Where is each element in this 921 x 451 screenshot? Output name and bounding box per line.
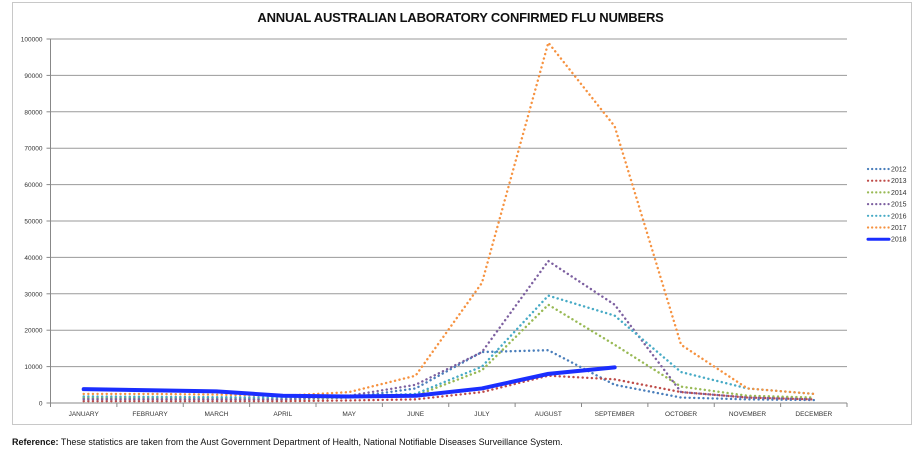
chart-frame (12, 2, 912, 425)
chart-title: ANNUAL AUSTRALIAN LABORATORY CONFIRMED F… (257, 10, 664, 25)
series-line-2013 (82, 374, 816, 403)
y-tick-label: 30000 (24, 291, 42, 298)
x-tick-label: MARCH (205, 411, 229, 418)
x-tick-label: SEPTEMBER (595, 411, 635, 418)
series-line-2014 (82, 303, 816, 400)
reference-text: These statistics are taken from the Aust… (58, 437, 563, 447)
legend-label-2017: 2017 (891, 225, 907, 232)
y-tick-label: 20000 (24, 328, 42, 335)
x-tick-label: FEBRUARY (132, 411, 168, 418)
x-tick-label: NOVEMBER (729, 411, 767, 418)
x-tick-label: MAY (342, 411, 356, 418)
x-tick-label: JANUARY (69, 411, 100, 418)
x-tick-label: JUNE (407, 411, 425, 418)
reference-note: Reference: These statistics are taken fr… (12, 437, 563, 447)
legend-label-2018: 2018 (891, 237, 907, 244)
y-tick-label: 10000 (24, 364, 42, 371)
x-tick-label: APRIL (273, 411, 292, 418)
legend-label-2016: 2016 (891, 213, 907, 220)
y-tick-label: 50000 (24, 219, 42, 226)
y-tick-label: 40000 (24, 255, 42, 262)
y-tick-label: 70000 (24, 146, 42, 153)
x-tick-label: AUGUST (535, 411, 562, 418)
x-tick-label: DECEMBER (795, 411, 832, 418)
legend-label-2013: 2013 (891, 178, 907, 185)
y-tick-label: 0 (39, 401, 43, 408)
x-tick-label: OCTOBER (665, 411, 697, 418)
y-tick-label: 80000 (24, 109, 42, 116)
y-tick-label: 90000 (24, 73, 42, 80)
x-tick-label: JULY (474, 411, 490, 418)
series-line-2016 (82, 294, 816, 399)
series-line-2017 (82, 41, 816, 397)
legend-label-2014: 2014 (891, 190, 907, 197)
reference-label: Reference: (12, 437, 59, 447)
legend-label-2012: 2012 (891, 167, 907, 174)
legend-label-2015: 2015 (891, 202, 907, 209)
y-tick-label: 60000 (24, 182, 42, 189)
y-tick-label: 100000 (21, 37, 43, 44)
